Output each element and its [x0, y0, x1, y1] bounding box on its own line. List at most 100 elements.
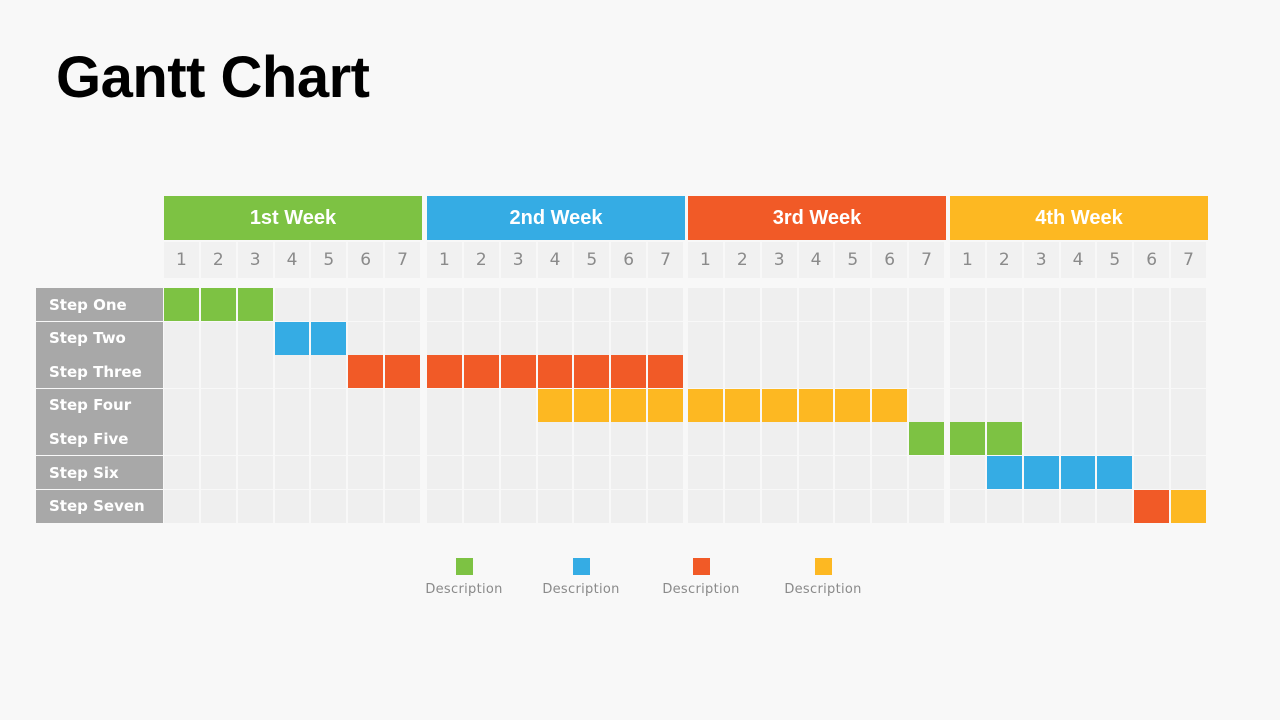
task-bar-segment — [574, 388, 610, 422]
gantt-cell — [688, 422, 723, 456]
gantt-cell — [1171, 355, 1206, 389]
gantt-cell — [950, 355, 985, 389]
gantt-cell — [574, 456, 610, 489]
gantt-cell — [1097, 422, 1133, 456]
task-bar-segment — [986, 422, 1022, 456]
gantt-cell — [500, 456, 536, 489]
gantt-cell — [348, 388, 384, 422]
gantt-cell — [909, 456, 944, 489]
gantt-cell — [348, 321, 384, 355]
gantt-cell — [500, 422, 536, 456]
task-bar-segment — [872, 388, 908, 422]
gantt-cell — [761, 321, 797, 355]
task-label: Step Three — [36, 355, 163, 389]
day-label: 3 — [500, 242, 536, 278]
gantt-cell — [348, 288, 384, 321]
gantt-cell — [648, 422, 683, 456]
gantt-cell — [237, 355, 273, 389]
day-label: 4 — [537, 242, 573, 278]
gantt-cell — [724, 288, 760, 321]
gantt-cell — [311, 388, 347, 422]
task-bar-segment — [237, 288, 273, 321]
gantt-cell — [1134, 422, 1170, 456]
gantt-cell — [348, 489, 384, 523]
gantt-cell — [237, 388, 273, 422]
task-bar-segment — [648, 388, 683, 422]
day-label: 1 — [950, 242, 985, 278]
gantt-cell — [798, 288, 834, 321]
week-header-4: 4th Week — [950, 196, 1208, 240]
gantt-cell — [688, 456, 723, 489]
gantt-cell — [164, 388, 199, 422]
task-bar-segment — [463, 355, 499, 389]
task-bar-segment — [835, 388, 871, 422]
gantt-cell — [761, 489, 797, 523]
gantt-cell — [688, 288, 723, 321]
task-bar-segment — [348, 355, 384, 389]
gantt-cell — [500, 321, 536, 355]
gantt-cell — [1060, 388, 1096, 422]
legend-item: Description — [646, 558, 756, 597]
gantt-cell — [611, 321, 647, 355]
gantt-cell — [1171, 388, 1206, 422]
task-bar-segment — [537, 388, 573, 422]
gantt-cell — [274, 456, 310, 489]
gantt-cell — [909, 388, 944, 422]
task-bar-segment — [724, 388, 760, 422]
task-bar-segment — [611, 388, 647, 422]
gantt-cell — [909, 489, 944, 523]
gantt-cell — [537, 489, 573, 523]
task-bar-segment — [1097, 456, 1133, 489]
gantt-cell — [311, 456, 347, 489]
gantt-cell — [385, 288, 420, 321]
gantt-cell — [1171, 422, 1206, 456]
gantt-cell — [500, 388, 536, 422]
task-label: Step Five — [36, 422, 163, 456]
task-label: Step Four — [36, 388, 163, 422]
week-header-1: 1st Week — [164, 196, 422, 240]
page-title: Gantt Chart — [56, 45, 370, 110]
gantt-cell — [986, 489, 1022, 523]
day-label: 2 — [463, 242, 499, 278]
gantt-cell — [909, 288, 944, 321]
gantt-cell — [872, 321, 908, 355]
gantt-cell — [872, 489, 908, 523]
gantt-cell — [835, 288, 871, 321]
gantt-cell — [574, 489, 610, 523]
gantt-cell — [237, 321, 273, 355]
gantt-cell — [385, 321, 420, 355]
day-label: 7 — [1171, 242, 1206, 278]
gantt-cell — [200, 355, 236, 389]
day-label: 6 — [611, 242, 647, 278]
day-label: 5 — [311, 242, 347, 278]
gantt-cell — [237, 422, 273, 456]
task-bar-segment — [385, 355, 420, 389]
gantt-cell — [986, 321, 1022, 355]
gantt-cell — [311, 288, 347, 321]
gantt-cell — [574, 321, 610, 355]
task-bar-segment — [200, 288, 236, 321]
gantt-cell — [537, 288, 573, 321]
gantt-cell — [1060, 422, 1096, 456]
gantt-cell — [761, 288, 797, 321]
gantt-cell — [200, 321, 236, 355]
gantt-cell — [648, 288, 683, 321]
gantt-cell — [1023, 321, 1059, 355]
task-bar-segment — [688, 388, 723, 422]
gantt-cell — [274, 355, 310, 389]
gantt-cell — [1097, 388, 1133, 422]
gantt-cell — [1060, 355, 1096, 389]
gantt-cell — [611, 489, 647, 523]
task-bar-segment — [611, 355, 647, 389]
gantt-cell — [648, 321, 683, 355]
gantt-cell — [724, 355, 760, 389]
week-header-2: 2nd Week — [427, 196, 685, 240]
gantt-cell — [463, 388, 499, 422]
gantt-cell — [798, 422, 834, 456]
gantt-cell — [1171, 321, 1206, 355]
gantt-cell — [986, 388, 1022, 422]
gantt-cell — [872, 456, 908, 489]
task-bar-segment — [274, 321, 310, 355]
gantt-cell — [463, 321, 499, 355]
